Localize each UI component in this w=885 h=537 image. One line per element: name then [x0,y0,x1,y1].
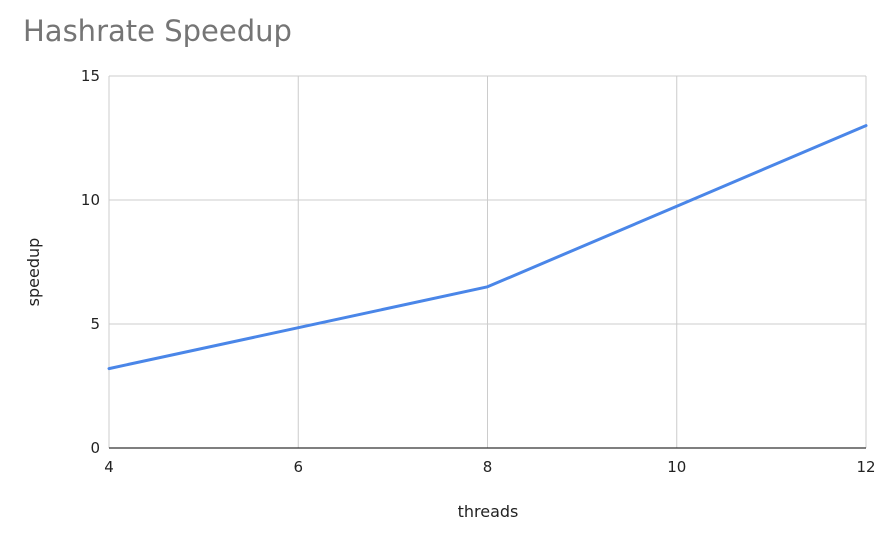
grid-lines [108,75,867,448]
y-axis-label: speedup [24,238,43,307]
y-tick-label: 5 [90,315,100,333]
y-tick-label: 15 [81,67,100,85]
y-tick-label: 0 [90,439,100,457]
x-tick-label: 6 [293,458,303,476]
x-axis-label: threads [458,502,519,521]
x-tick-labels: 4 6 8 10 12 [104,458,875,476]
series-group [107,124,868,371]
x-tick-label: 4 [104,458,114,476]
x-tick-label: 10 [667,458,686,476]
y-tick-label: 10 [81,191,100,209]
x-tick-label: 12 [856,458,875,476]
y-tick-labels: 0 5 10 15 [81,67,100,457]
x-tick-label: 8 [483,458,493,476]
series-line [107,124,868,371]
chart-title: Hashrate Speedup [23,14,292,48]
